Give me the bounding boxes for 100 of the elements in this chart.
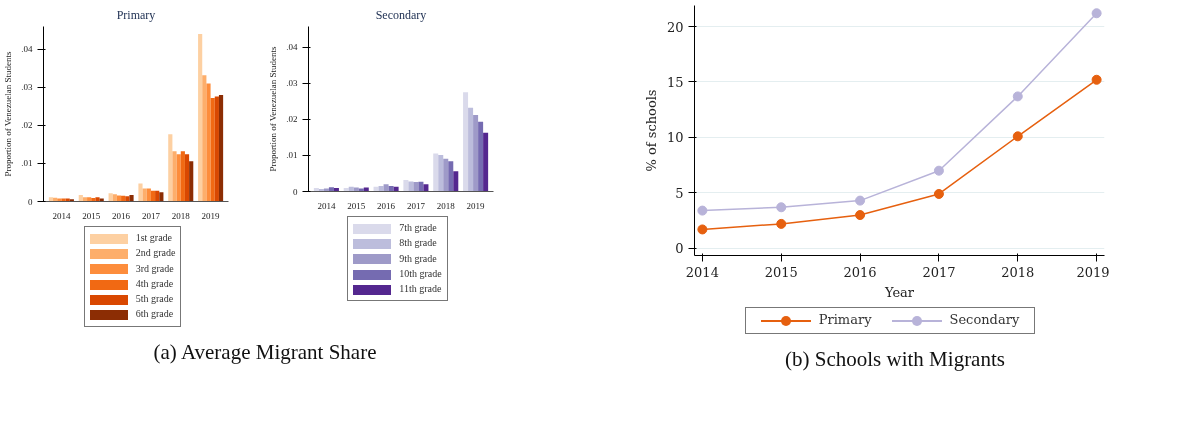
bar: [206, 83, 211, 202]
bar: [112, 194, 117, 202]
legend-label: 2nd grade: [135, 247, 176, 259]
bar: [189, 161, 194, 202]
bar: [433, 153, 439, 192]
text: (b) Schools with Migrants: [785, 345, 1005, 373]
y-tick-label: .04: [21, 44, 33, 55]
y-tick-label: .04: [286, 42, 298, 53]
bar: [448, 161, 454, 192]
chart-title: Secondary: [375, 7, 427, 22]
bar: [57, 198, 62, 202]
bar: [61, 198, 66, 202]
y-tick-label: 5: [675, 185, 684, 201]
y-axis-title: Proportion of Venezuelan Students: [268, 46, 279, 172]
x-tick-label: 2014: [317, 200, 336, 211]
bar: [453, 171, 459, 192]
point: [1091, 8, 1102, 19]
y-tick-label: 0: [675, 241, 684, 257]
x-tick-label: 2016: [112, 210, 131, 221]
x-axis-title: Year: [883, 284, 915, 300]
bar: [468, 107, 474, 192]
bar: [176, 154, 181, 202]
bar: [378, 186, 384, 192]
bar: [413, 182, 419, 192]
legend-label: Primary: [818, 312, 872, 327]
legend-label: 6th grade: [135, 308, 174, 320]
bar: [483, 132, 489, 192]
y-tick-label: .01: [21, 158, 33, 169]
x-tick-label: 2017: [141, 210, 161, 221]
x-tick-label: 2017: [406, 200, 426, 211]
bar: [202, 75, 207, 202]
y-axis-title: % of schools: [643, 89, 659, 172]
x-tick-label: 2015: [82, 210, 101, 221]
x-tick-label: 2019: [466, 200, 486, 211]
x-tick-label: 2015: [347, 200, 366, 211]
bar: [478, 121, 484, 192]
bar: [95, 197, 100, 202]
bar: [423, 184, 429, 192]
legend-label: 3rd grade: [135, 262, 174, 274]
x-tick-label: 2019: [201, 210, 221, 221]
point: [1012, 131, 1023, 142]
bar: [403, 179, 409, 192]
bar: [210, 98, 215, 202]
point: [776, 202, 787, 213]
bar: [48, 197, 54, 202]
y-axis-title: Proportion of Venezuelan Students: [3, 51, 14, 177]
bar: [438, 155, 444, 192]
text: (a) Average Migrant Share: [153, 338, 377, 366]
point: [855, 195, 866, 206]
bar: [155, 190, 160, 202]
x-tick-label: 2015: [764, 264, 798, 280]
bar: [125, 196, 130, 202]
legend-label: 9th grade: [399, 252, 437, 264]
y-tick-label: 0: [293, 186, 298, 197]
bar: [82, 197, 88, 202]
y-tick-label: .02: [21, 120, 33, 131]
legend-label: 8th grade: [399, 237, 437, 249]
legend-label: 4th grade: [135, 277, 174, 289]
point: [855, 210, 866, 221]
y-tick-label: .02: [286, 114, 298, 125]
point: [776, 218, 787, 229]
y-tick-label: .03: [21, 82, 33, 93]
bar: [99, 198, 104, 202]
bar: [418, 181, 424, 192]
y-tick-label: .01: [286, 150, 298, 161]
bar: [383, 184, 389, 192]
x-tick-label: 2018: [171, 210, 191, 221]
bar: [180, 151, 185, 202]
bar: [184, 154, 190, 202]
legend-label: 10th grade: [399, 267, 442, 279]
legend-label: Secondary: [949, 312, 1020, 327]
legend-label: 7th grade: [399, 222, 437, 233]
point: [933, 188, 944, 199]
bar: [159, 192, 164, 202]
x-tick-label: 2018: [436, 200, 456, 211]
x-tick-label: 2017: [922, 264, 956, 280]
legend-label: 1st grade: [135, 232, 173, 243]
bar: [108, 193, 113, 202]
bar: [408, 181, 414, 192]
x-tick-label: 2016: [377, 200, 396, 211]
y-tick-label: 15: [666, 75, 684, 90]
x-tick-label: 2014: [52, 210, 71, 221]
bar: [198, 34, 203, 202]
point: [933, 165, 944, 176]
x-tick-label: 2019: [1076, 264, 1110, 280]
legend-label: 5th grade: [135, 293, 174, 305]
x-tick-label: 2016: [843, 264, 877, 280]
y-tick-label: 10: [666, 130, 684, 146]
point: [1012, 91, 1023, 102]
bar: [443, 158, 449, 192]
bar: [463, 92, 469, 192]
point: [697, 224, 708, 235]
legend-label: 11th grade: [399, 283, 442, 295]
bar: [168, 134, 173, 202]
bar: [65, 198, 70, 202]
y-tick-label: 20: [666, 19, 684, 35]
bar: [473, 114, 479, 192]
bar: [129, 195, 134, 202]
bar: [388, 186, 394, 192]
bar: [218, 94, 224, 202]
